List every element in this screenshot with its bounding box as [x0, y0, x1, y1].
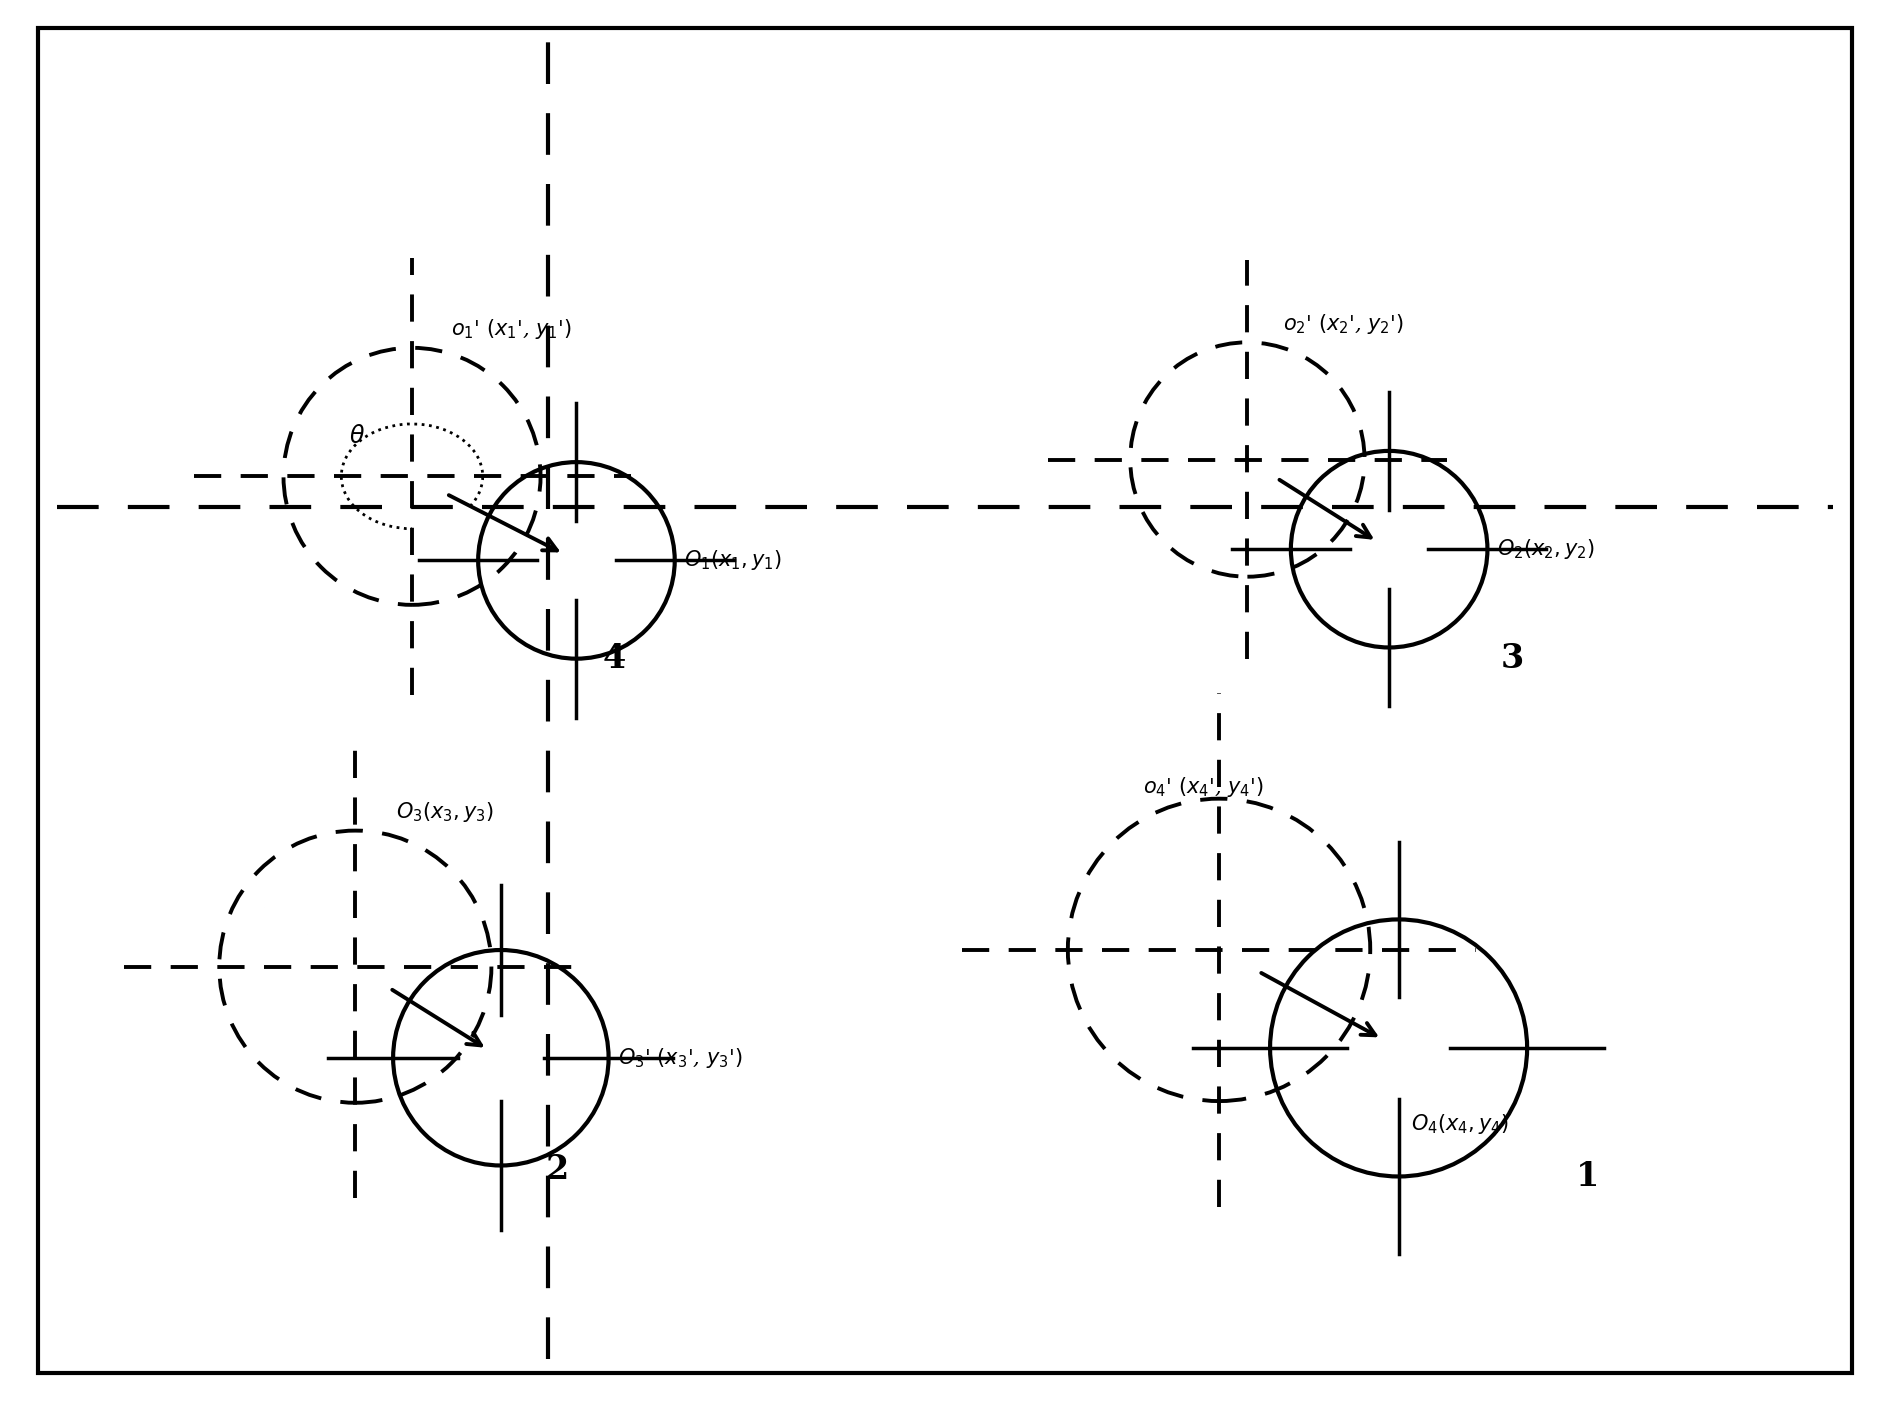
Text: $o_2$' $(x_2$', $y_2$'$)$: $o_2$' $(x_2$', $y_2$'$)$ — [1283, 312, 1404, 336]
Text: 3: 3 — [1500, 642, 1523, 675]
Text: $O_2(x_2, y_2)$: $O_2(x_2, y_2)$ — [1496, 537, 1594, 562]
Text: $o_1$' $(x_1$', $y_1$'$)$: $o_1$' $(x_1$', $y_1$'$)$ — [450, 318, 570, 342]
Text: $\theta$: $\theta$ — [348, 425, 365, 447]
Text: $O_3(x_3, y_3)$: $O_3(x_3, y_3)$ — [397, 800, 493, 824]
Text: $O_3$' $(x_3$', $y_3$'$)$: $O_3$' $(x_3$', $y_3$'$)$ — [618, 1045, 742, 1070]
Text: 4: 4 — [603, 642, 625, 675]
Text: $O_1(x_1, y_1)$: $O_1(x_1, y_1)$ — [684, 548, 782, 573]
Text: $o_4$' $(x_4$', $y_4$'$)$: $o_4$' $(x_4$', $y_4$'$)$ — [1143, 775, 1264, 799]
Text: 2: 2 — [546, 1153, 569, 1187]
Text: 1: 1 — [1575, 1160, 1598, 1194]
Text: $O_4(x_4, y_4)$: $O_4(x_4, y_4)$ — [1411, 1112, 1509, 1136]
